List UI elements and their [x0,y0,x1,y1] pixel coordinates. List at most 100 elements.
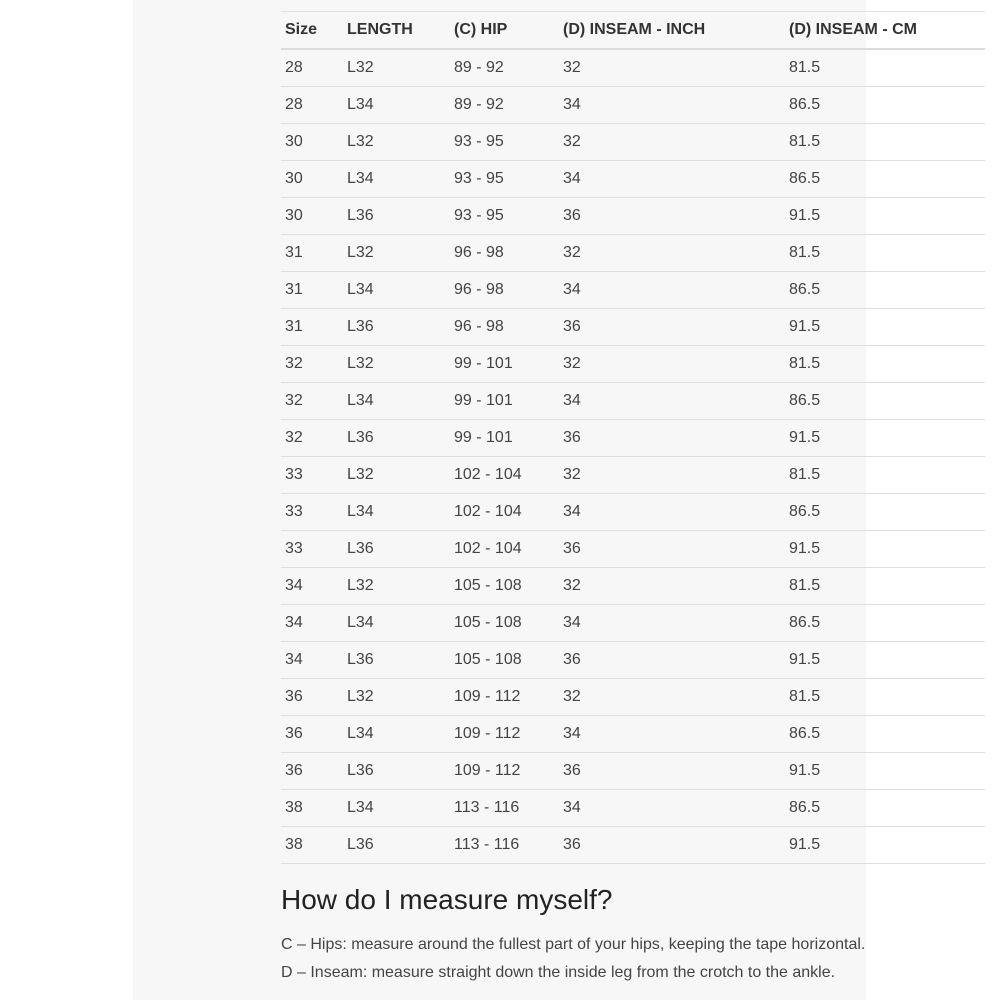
table-cell: 34 [281,604,343,642]
table-cell: 113 - 116 [450,826,559,864]
table-cell: L36 [343,752,450,790]
table-cell: 38 [281,789,343,827]
table-cell: 34 [559,271,785,309]
table-cell: L34 [343,86,450,124]
table-cell: 31 [281,308,343,346]
table-cell: 34 [559,604,785,642]
table-cell: 93 - 95 [450,160,559,198]
measure-heading: How do I measure myself? [281,884,613,915]
table-cell: 32 [559,49,785,87]
table-cell: L32 [343,49,450,87]
table-row: 32 L34 99 - 101 34 86.5 [281,382,985,420]
table-cell: L34 [343,382,450,420]
table-cell: L32 [343,345,450,383]
table-cell: 36 [559,641,785,679]
table-cell: 96 - 98 [450,234,559,272]
table-row: 36 L32 109 - 112 32 81.5 [281,678,985,716]
table-row: 33 L36 102 - 104 36 91.5 [281,530,985,568]
table-cell: 99 - 101 [450,382,559,420]
table-cell: 34 [281,641,343,679]
table-row: 34 L34 105 - 108 34 86.5 [281,604,985,642]
table-cell: 34 [559,715,785,753]
table-cell: L34 [343,789,450,827]
table-cell: 30 [281,160,343,198]
table-cell: 86.5 [785,382,985,420]
table-cell: 105 - 108 [450,567,559,605]
table-cell: 91.5 [785,419,985,457]
table-cell: 81.5 [785,49,985,87]
table-cell: L34 [343,715,450,753]
table-row: 28 L32 89 - 92 32 81.5 [281,49,985,87]
table-cell: 32 [281,382,343,420]
table-cell: 81.5 [785,123,985,161]
table-cell: 96 - 98 [450,271,559,309]
table-cell: 86.5 [785,789,985,827]
table-row: 31 L34 96 - 98 34 86.5 [281,271,985,309]
table-cell: 91.5 [785,641,985,679]
table-cell: 36 [281,678,343,716]
table-cell: 89 - 92 [450,49,559,87]
table-cell: L36 [343,197,450,235]
table-row: 36 L34 109 - 112 34 86.5 [281,715,985,753]
table-row: 34 L36 105 - 108 36 91.5 [281,641,985,679]
table-cell: 81.5 [785,234,985,272]
table-cell: 34 [281,567,343,605]
table-cell: 32 [559,678,785,716]
table-row: 38 L36 113 - 116 36 91.5 [281,826,985,864]
table-cell: 28 [281,49,343,87]
table-cell: 36 [559,308,785,346]
size-chart-table: Size LENGTH (C) HIP (D) INSEAM - INCH (D) IN… [281,11,985,864]
table-cell: 33 [281,493,343,531]
table-row: 31 L36 96 - 98 36 91.5 [281,308,985,346]
table-cell: 91.5 [785,530,985,568]
table-cell: 30 [281,197,343,235]
table-cell: 113 - 116 [450,789,559,827]
table-cell: 33 [281,530,343,568]
table-cell: 36 [281,752,343,790]
table-cell: 32 [559,456,785,494]
table-header-row: Size LENGTH (C) HIP (D) INSEAM - INCH (D) IN… [281,11,985,50]
table-cell: 91.5 [785,308,985,346]
table-cell: 32 [281,345,343,383]
table-cell: L36 [343,826,450,864]
table-cell: 30 [281,123,343,161]
table-cell: L34 [343,604,450,642]
table-cell: 34 [559,86,785,124]
table-cell: 109 - 112 [450,678,559,716]
table-cell: L36 [343,308,450,346]
table-cell: 91.5 [785,197,985,235]
table-row: 34 L32 105 - 108 32 81.5 [281,567,985,605]
table-row: 30 L36 93 - 95 36 91.5 [281,197,985,235]
table-row: 33 L32 102 - 104 32 81.5 [281,456,985,494]
table-row: 30 L34 93 - 95 34 86.5 [281,160,985,198]
table-cell: 86.5 [785,715,985,753]
table-cell: 34 [559,160,785,198]
table-row: 28 L34 89 - 92 34 86.5 [281,86,985,124]
table-cell: 36 [559,752,785,790]
table-cell: 34 [559,382,785,420]
table-cell: L36 [343,419,450,457]
table-row: 33 L34 102 - 104 34 86.5 [281,493,985,531]
table-cell: 31 [281,271,343,309]
table-cell: 105 - 108 [450,641,559,679]
table-cell: L36 [343,530,450,568]
table-cell: 86.5 [785,86,985,124]
column-header: (D) INSEAM - INCH [559,11,785,50]
table-cell: 36 [281,715,343,753]
table-cell: 109 - 112 [450,752,559,790]
column-header: LENGTH [343,11,450,50]
table-cell: 91.5 [785,752,985,790]
table-cell: 86.5 [785,604,985,642]
column-header: (C) HIP [450,11,559,50]
table-cell: L32 [343,456,450,494]
table-cell: 32 [559,234,785,272]
table-cell: L32 [343,567,450,605]
table-cell: L32 [343,234,450,272]
table-cell: 81.5 [785,567,985,605]
table-row: 31 L32 96 - 98 32 81.5 [281,234,985,272]
table-cell: 86.5 [785,271,985,309]
table-cell: 31 [281,234,343,272]
content-panel: Size LENGTH (C) HIP (D) INSEAM - INCH (D) IN… [133,0,985,1000]
table-cell: L36 [343,641,450,679]
table-cell: 81.5 [785,345,985,383]
